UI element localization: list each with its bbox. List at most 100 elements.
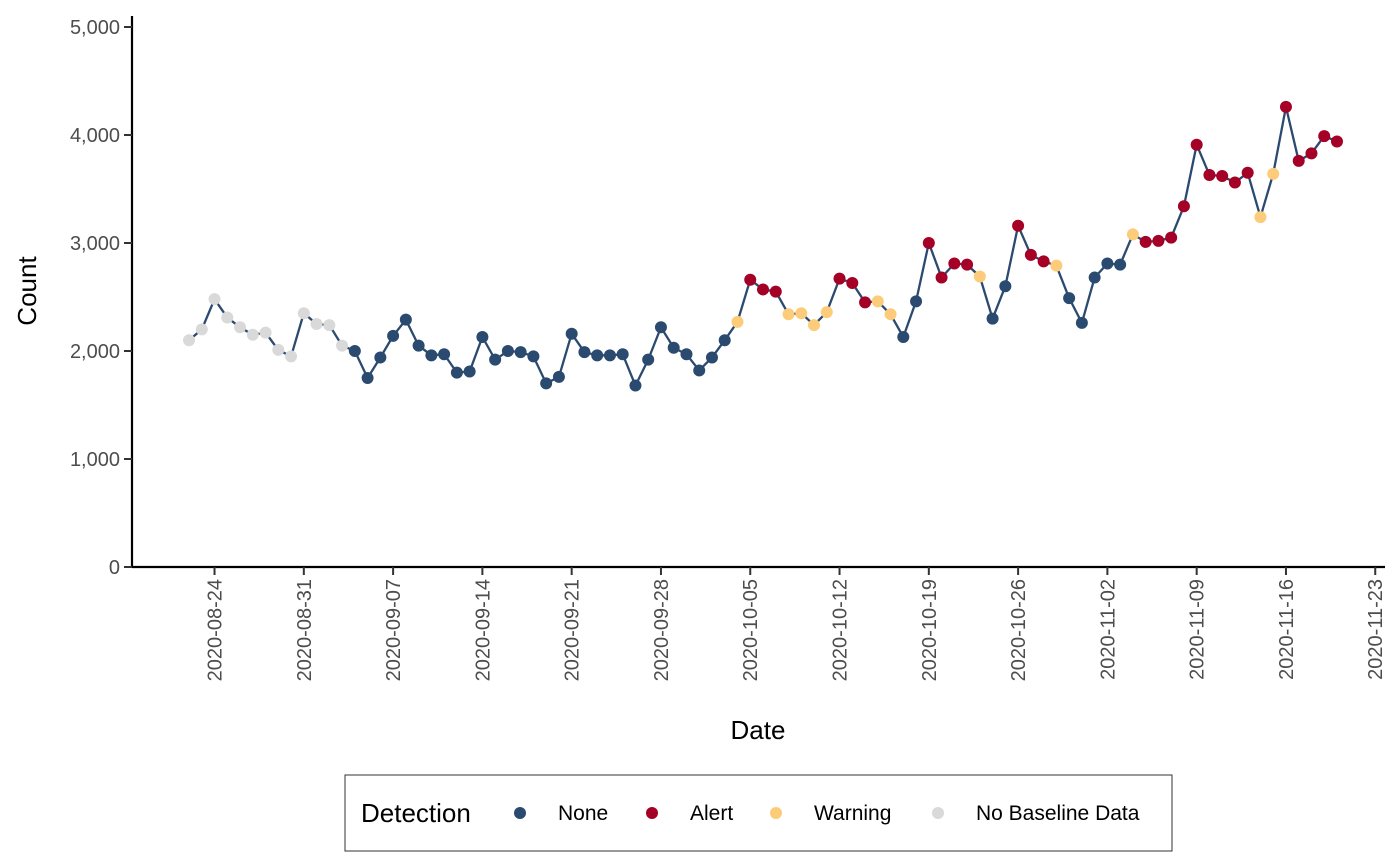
- legend-label-nobaseline: No Baseline Data: [976, 802, 1140, 825]
- data-point-none: [986, 312, 999, 325]
- x-tick-label: 2020-11-16: [1276, 579, 1298, 680]
- data-point-alert: [1152, 234, 1165, 247]
- data-point-none: [616, 348, 629, 361]
- data-point-alert: [1165, 231, 1178, 244]
- y-axis-ticks: 0 1,000 2,000 3,000 4,000 5,000: [70, 17, 132, 579]
- data-point-alert: [1024, 248, 1037, 261]
- x-tick-label: 2020-09-07: [383, 579, 405, 681]
- data-point-none: [1088, 271, 1101, 284]
- y-axis-title: Count: [12, 256, 42, 326]
- x-tick-label: 2020-11-23: [1365, 579, 1387, 680]
- data-point-none: [476, 330, 489, 343]
- data-point-nobaseline: [323, 319, 336, 332]
- data-point-nobaseline: [208, 293, 221, 306]
- data-point-alert: [1228, 176, 1241, 189]
- x-axis-ticks: 2020-08-24 2020-08-31 2020-09-07 2020-09-14…: [205, 567, 1387, 681]
- data-point-none: [412, 339, 425, 352]
- data-point-none: [552, 370, 565, 383]
- data-point-alert: [1216, 170, 1229, 183]
- data-point-alert: [833, 272, 846, 285]
- data-point-alert: [1190, 138, 1203, 151]
- data-point-alert: [1330, 135, 1343, 148]
- legend-marker-alert: [646, 807, 658, 819]
- data-point-none: [438, 348, 451, 361]
- y-tick-label: 3,000: [70, 233, 120, 255]
- legend-box: [344, 774, 1173, 852]
- x-tick-label: 2020-09-28: [651, 579, 673, 681]
- data-point-none: [463, 365, 476, 378]
- data-point-alert: [846, 276, 859, 289]
- data-point-alert: [859, 296, 872, 309]
- data-point-nobaseline: [272, 343, 285, 356]
- data-point-alert: [757, 283, 769, 296]
- x-tick-label: 2020-08-31: [294, 579, 316, 681]
- data-point-none: [489, 353, 502, 366]
- data-point-none: [591, 349, 604, 362]
- data-point-none: [1114, 258, 1127, 271]
- series: [183, 100, 1343, 392]
- data-point-none: [1101, 257, 1114, 270]
- data-point-none: [667, 341, 680, 354]
- data-point-none: [680, 348, 693, 361]
- data-point-none: [399, 313, 412, 326]
- x-axis-title: Date: [731, 715, 786, 745]
- data-point-warning: [782, 308, 795, 321]
- x-tick-label: 2020-10-19: [919, 579, 941, 681]
- data-point-none: [693, 364, 706, 377]
- data-point-none: [1075, 316, 1088, 329]
- data-point-none: [999, 280, 1012, 293]
- y-tick-label: 1,000: [70, 449, 120, 471]
- data-point-none: [578, 346, 591, 359]
- data-point-none: [1063, 292, 1076, 305]
- data-point-alert: [1305, 147, 1318, 160]
- data-point-nobaseline: [285, 350, 298, 363]
- data-point-alert: [961, 258, 974, 271]
- data-point-none: [629, 379, 642, 392]
- y-tick-label: 2,000: [70, 341, 120, 363]
- data-point-none: [540, 377, 553, 390]
- legend: Detection None Alert Warning No Baseline Da…: [344, 774, 1173, 852]
- data-point-alert: [1241, 166, 1254, 179]
- data-point-none: [705, 351, 718, 364]
- data-point-alert: [769, 285, 782, 298]
- data-point-alert: [1012, 219, 1025, 232]
- series-line: [188, 106, 1338, 389]
- data-point-nobaseline: [221, 311, 234, 324]
- data-point-nobaseline: [234, 321, 247, 334]
- legend-label-alert: Alert: [690, 802, 733, 825]
- data-point-none: [514, 346, 527, 359]
- data-point-nobaseline: [246, 328, 259, 341]
- legend-entries: None Alert Warning No Baseline Data: [514, 802, 1140, 825]
- data-point-warning: [1050, 259, 1063, 272]
- y-tick-label: 5,000: [70, 17, 120, 39]
- legend-label-warning: Warning: [814, 802, 891, 825]
- data-point-none: [910, 295, 923, 308]
- data-point-alert: [1279, 100, 1292, 113]
- data-point-warning: [1126, 228, 1139, 241]
- data-point-none: [718, 334, 731, 347]
- data-point-warning: [808, 319, 821, 332]
- legend-marker-nobaseline: [932, 807, 944, 819]
- data-point-alert: [1203, 168, 1216, 181]
- data-point-alert: [1318, 130, 1331, 143]
- data-point-none: [603, 349, 616, 362]
- data-point-warning: [731, 315, 744, 328]
- data-point-alert: [922, 237, 935, 249]
- data-point-none: [501, 345, 514, 357]
- data-point-none: [425, 349, 438, 362]
- data-point-alert: [1139, 235, 1152, 248]
- axes: [130, 16, 1385, 569]
- data-point-nobaseline: [297, 307, 310, 320]
- data-point-none: [348, 345, 361, 357]
- data-point-none: [654, 321, 667, 334]
- x-tick-label: 2020-11-02: [1097, 579, 1119, 680]
- data-point-nobaseline: [336, 339, 349, 352]
- x-tick-label: 2020-11-09: [1187, 579, 1209, 680]
- x-tick-label: 2020-10-26: [1008, 579, 1030, 681]
- data-point-none: [642, 353, 655, 366]
- data-point-none: [565, 327, 578, 340]
- legend-title: Detection: [361, 798, 471, 828]
- data-point-nobaseline: [183, 334, 196, 347]
